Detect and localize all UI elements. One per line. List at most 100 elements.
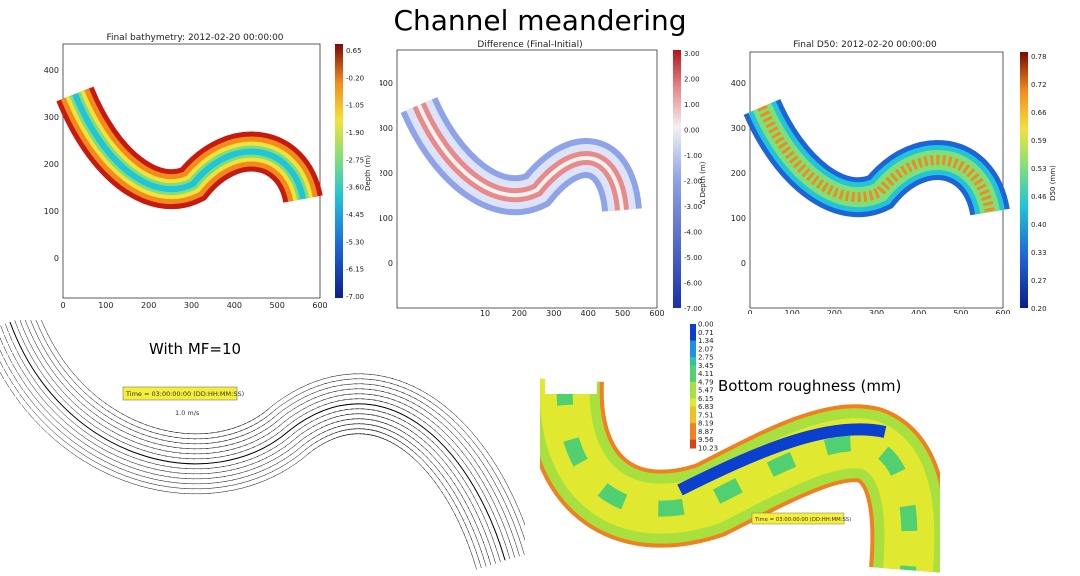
velocity-arrow [84, 461, 93, 467]
velocity-arrow [76, 391, 83, 398]
velocity-arrow [80, 408, 88, 416]
velocity-arrow [474, 478, 480, 486]
velocity-arrow [37, 416, 45, 424]
velocity-arrow [478, 475, 484, 484]
velocity-arrow [26, 377, 32, 386]
colorbar-tick-label: 0.53 [1031, 165, 1047, 173]
difference-chart: Difference (Final-Initial) 10 200 300 400 50… [380, 40, 707, 318]
roughness-colorbar-tick: 2.75 [698, 354, 714, 362]
velocity-arrow [225, 484, 235, 487]
velocity-arrow [35, 331, 40, 340]
velocity-arrow [89, 422, 98, 429]
roughness-colorbar-tick: 2.07 [698, 345, 714, 353]
velocity-arrow [38, 358, 44, 367]
velocity-arrow [169, 476, 179, 479]
velocity-arrow [17, 372, 23, 381]
velocity-arrow [475, 536, 480, 545]
velocity-arrow [323, 376, 333, 380]
roughness-colorbar-tick: 10.23 [698, 445, 718, 453]
x-tick-label: 600 [649, 309, 664, 318]
velocity-arrow [283, 454, 292, 460]
velocity-arrow [12, 374, 19, 383]
velocity-arrow [168, 481, 178, 484]
velocity-arrow [482, 463, 489, 472]
velocity-arrow [68, 437, 76, 444]
velocity-arrow [46, 353, 53, 362]
velocity-arrow [112, 464, 122, 470]
velocity-arrow [522, 518, 525, 526]
roughness-colorbar-swatch [690, 423, 696, 432]
velocity-arrow [503, 488, 509, 498]
velocity-arrow [78, 438, 86, 445]
velocity-arrow [293, 403, 302, 409]
velocity-arrow [278, 445, 287, 452]
velocity-arrow [339, 373, 349, 376]
velocity-arrow [133, 457, 143, 461]
velocity-arrow [332, 379, 342, 383]
roughness-time-box: Time = 03:00:00:00 (DD:HH:MM:SS) [754, 517, 851, 523]
velocity-arrow [512, 521, 517, 531]
colorbar-tick-label: -6.15 [346, 266, 364, 274]
velocity-arrow [269, 462, 279, 468]
velocity-arrow [40, 426, 48, 434]
velocity-arrow [90, 435, 99, 441]
velocity-arrow [59, 395, 67, 403]
roughness-colorbar-tick: 5.47 [698, 387, 714, 395]
velocity-arrow [495, 545, 499, 555]
velocity-arrow [95, 444, 103, 450]
velocity-arrow [29, 353, 35, 362]
bathymetry-colorbar [335, 44, 343, 298]
velocity-arrow [506, 533, 510, 542]
velocity-arrow [70, 385, 78, 393]
velocity-arrow [480, 550, 485, 560]
velocity-arrow [296, 408, 305, 414]
velocity-arrow [499, 491, 504, 500]
velocity-arrow [128, 471, 138, 475]
x-tick-label: 200 [141, 301, 156, 310]
y-tick-label: 100 [44, 207, 59, 216]
velocity-arrow [480, 534, 484, 543]
velocity-arrow [9, 388, 16, 397]
velocity-arrow [233, 482, 243, 486]
velocity-arrow [499, 481, 505, 490]
velocity-arrow [48, 382, 55, 391]
velocity-arrow [492, 538, 496, 547]
velocity-arrow [234, 487, 244, 491]
velocity-arrow [4, 379, 10, 388]
velocity-arrow [3, 346, 8, 355]
y-tick-label: 400 [731, 79, 746, 88]
velocity-arrow [83, 430, 92, 437]
velocity-arrow [27, 325, 32, 334]
velocity-arrow [274, 454, 283, 460]
velocity-arrow [3, 368, 9, 377]
velocity-arrow [290, 412, 298, 418]
velocity-arrow [54, 412, 62, 420]
velocity-arrow [262, 466, 272, 471]
velocity-arrow [39, 402, 46, 410]
velocity-arrow [82, 447, 91, 454]
velocity-arrow [473, 450, 480, 459]
velocity-arrow [42, 346, 48, 355]
velocity-arrow [518, 509, 523, 519]
velocity-arrow [317, 382, 327, 387]
velocity-arrow [481, 525, 486, 534]
velocity-arrow [473, 560, 477, 570]
velocity-arrow [288, 395, 297, 401]
velocity-arrow [286, 391, 295, 397]
velocity-arrow [308, 380, 317, 385]
velocity-arrow [492, 554, 496, 564]
velocity-arrow [31, 323, 36, 332]
velocity-arrow [56, 376, 63, 385]
velocity-arrow [265, 405, 273, 412]
roughness-colorbar-tick: 8.87 [698, 428, 714, 436]
velocity-arrow [300, 383, 310, 388]
velocity-arrow [267, 458, 276, 463]
velocity-arrow [74, 403, 82, 411]
roughness-colorbar: 0.000.711.342.072.753.454.114.795.476.15… [690, 321, 718, 453]
x-tick-label: 10 [480, 309, 490, 318]
velocity-arrow [143, 481, 152, 485]
velocity-arrow [167, 486, 177, 489]
velocity-arrow [284, 403, 293, 410]
x-tick-label: 400 [227, 301, 242, 310]
velocity-arrow [26, 335, 31, 344]
